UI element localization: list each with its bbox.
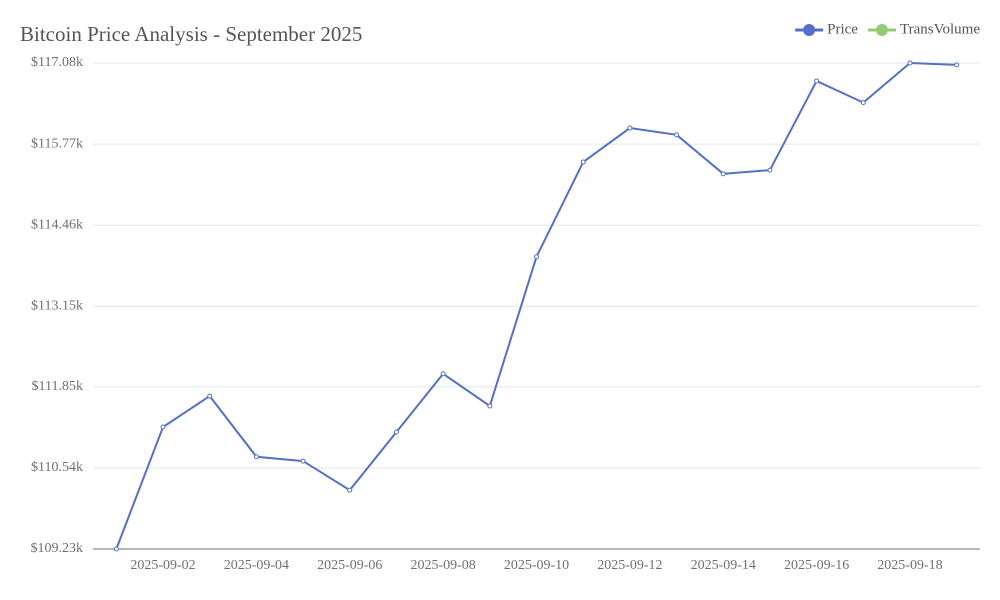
x-tick-label: 2025-09-18 [877,558,942,573]
point [534,254,539,260]
point [487,403,493,409]
legend-item[interactable]: Price [795,21,858,37]
point [393,429,399,435]
x-tick-label: 2025-09-10 [504,558,569,573]
y-tick-label: $115.77k [31,136,83,151]
point [347,487,353,493]
y-tick-label: $113.15k [31,299,83,314]
x-tick-label: 2025-09-02 [130,558,195,573]
point [720,171,726,177]
legend-marker [875,24,888,36]
point [300,458,306,464]
y-tick-label: $111.85k [32,379,83,394]
x-tick-label: 2025-09-16 [784,558,849,573]
y-tick-label: $110.54k [31,460,83,475]
point [907,60,913,66]
point [627,125,633,131]
point [113,546,119,552]
point [814,78,820,84]
legend-text: Price [827,21,858,37]
point [160,424,166,430]
point [860,100,866,106]
point [207,393,213,399]
point [253,454,259,460]
point [580,159,586,165]
point [440,371,446,377]
x-tick-label: 2025-09-04 [224,558,289,573]
y-tick-label: $117.08k [31,55,83,70]
x-tick-label: 2025-09-14 [691,558,756,573]
x-tick-label: 2025-09-08 [410,558,475,573]
point [767,167,773,173]
legend-item[interactable]: TransVolume [867,21,980,37]
point [954,62,960,68]
legend-marker [803,24,816,36]
y-tick-label: $109.23k [31,541,84,556]
y-tick-label: $114.46k [31,217,83,232]
point [674,132,680,138]
x-tick-label: 2025-09-06 [317,558,382,573]
chart-title: Bitcoin Price Analysis - September 2025 [20,22,362,46]
legend-text: TransVolume [900,21,980,37]
x-tick-label: 2025-09-12 [597,558,662,573]
